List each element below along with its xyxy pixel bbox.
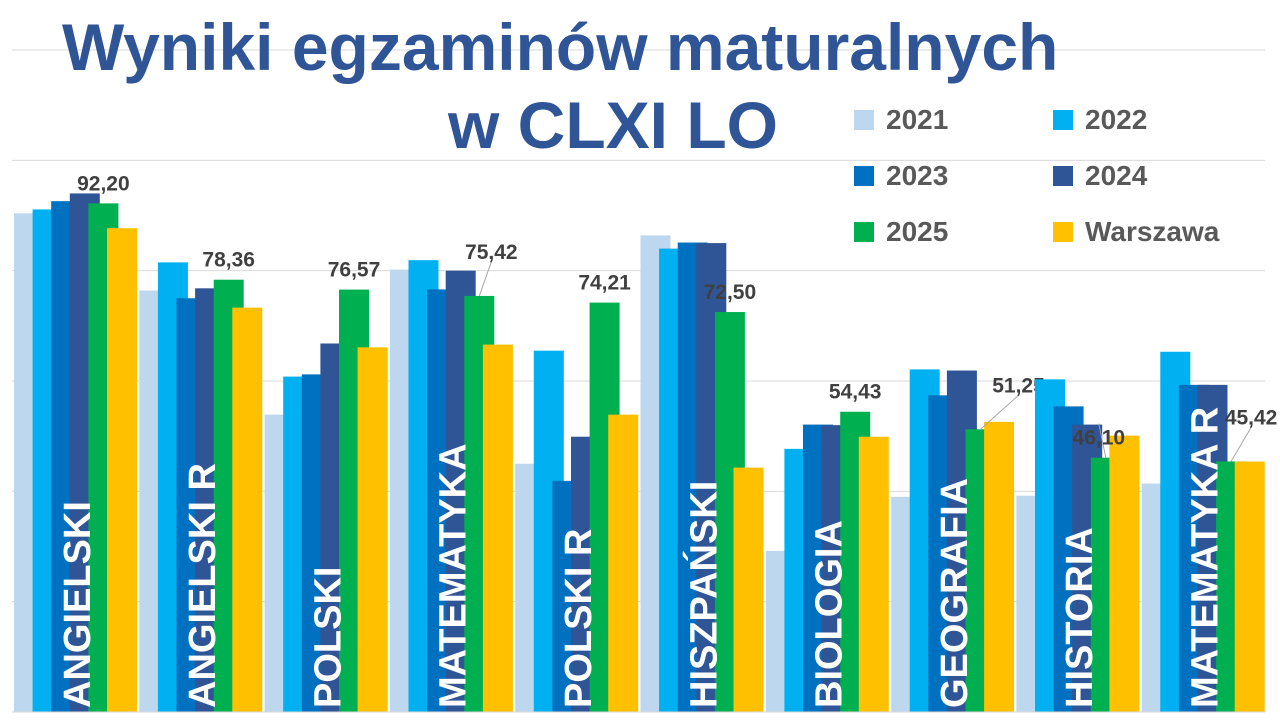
data-label: 54,43 <box>829 381 882 404</box>
chart-title: Wyniki egzaminów maturalnych <box>62 10 1059 84</box>
legend-label: Warszawa <box>1085 216 1220 247</box>
leader-line <box>1098 423 1107 458</box>
category-label: ANGIELSKI R <box>182 463 224 708</box>
bar-warszawa-matematyka-r <box>1234 461 1265 712</box>
category-label: ANGIELSKI <box>57 501 99 708</box>
leader-line <box>478 261 492 297</box>
legend-swatch <box>854 222 874 242</box>
category-label: POLSKI R <box>558 529 600 708</box>
bar-warszawa-angielski-r <box>232 307 263 712</box>
data-label: 75,42 <box>465 241 518 264</box>
data-label: 72,50 <box>704 281 757 304</box>
legend-label: 2024 <box>1085 160 1148 191</box>
legend-item-2025: 2025 <box>854 216 948 248</box>
category-label: BIOLOGIA <box>809 520 851 708</box>
legend-item-warszawa: Warszawa <box>1053 216 1219 248</box>
legend-swatch <box>1053 222 1073 242</box>
bar-warszawa-biologia <box>858 436 889 712</box>
legend-swatch <box>1053 110 1073 130</box>
data-label: 45,42 <box>1225 406 1278 429</box>
category-label: POLSKI <box>307 567 349 708</box>
leader-line <box>980 394 1019 430</box>
category-label: MATEMATYKA R <box>1185 407 1227 708</box>
bar-warszawa-historia <box>1109 435 1140 712</box>
legend-label: 2022 <box>1085 104 1148 135</box>
category-label: HISTORIA <box>1059 527 1101 708</box>
data-label: 76,57 <box>328 259 381 282</box>
leader-line <box>1230 427 1252 462</box>
category-label: GEOGRAFIA <box>934 478 976 708</box>
data-label: 92,20 <box>77 172 130 195</box>
data-label: 46,10 <box>1073 427 1126 450</box>
legend-item-2021: 2021 <box>854 104 948 136</box>
bar-warszawa-polski <box>357 347 388 712</box>
legend-label: 2021 <box>886 104 949 135</box>
data-label: 74,21 <box>578 272 631 295</box>
legend-swatch <box>854 110 874 130</box>
legend-item-2024: 2024 <box>1053 160 1147 192</box>
legend-swatch <box>854 166 874 186</box>
category-label: MATEMATYKA <box>433 443 475 708</box>
chart-subtitle: w CLXI LO <box>448 88 778 162</box>
legend-label: 2023 <box>886 160 949 191</box>
legend-item-2023: 2023 <box>854 160 948 192</box>
legend-item-2022: 2022 <box>1053 104 1147 136</box>
data-label: 78,36 <box>202 249 255 272</box>
bar-warszawa-geografia <box>984 421 1015 712</box>
legend-label: 2025 <box>886 216 949 247</box>
bar-warszawa-angielski <box>107 228 137 712</box>
legend-swatch <box>1053 166 1073 186</box>
bar-warszawa-hiszpański <box>733 467 764 712</box>
category-label: HISZPAŃSKI <box>681 481 725 708</box>
bar-warszawa-polski-r <box>608 414 639 712</box>
data-label: 51,25 <box>992 374 1045 397</box>
bar-warszawa-matematyka <box>482 344 513 712</box>
